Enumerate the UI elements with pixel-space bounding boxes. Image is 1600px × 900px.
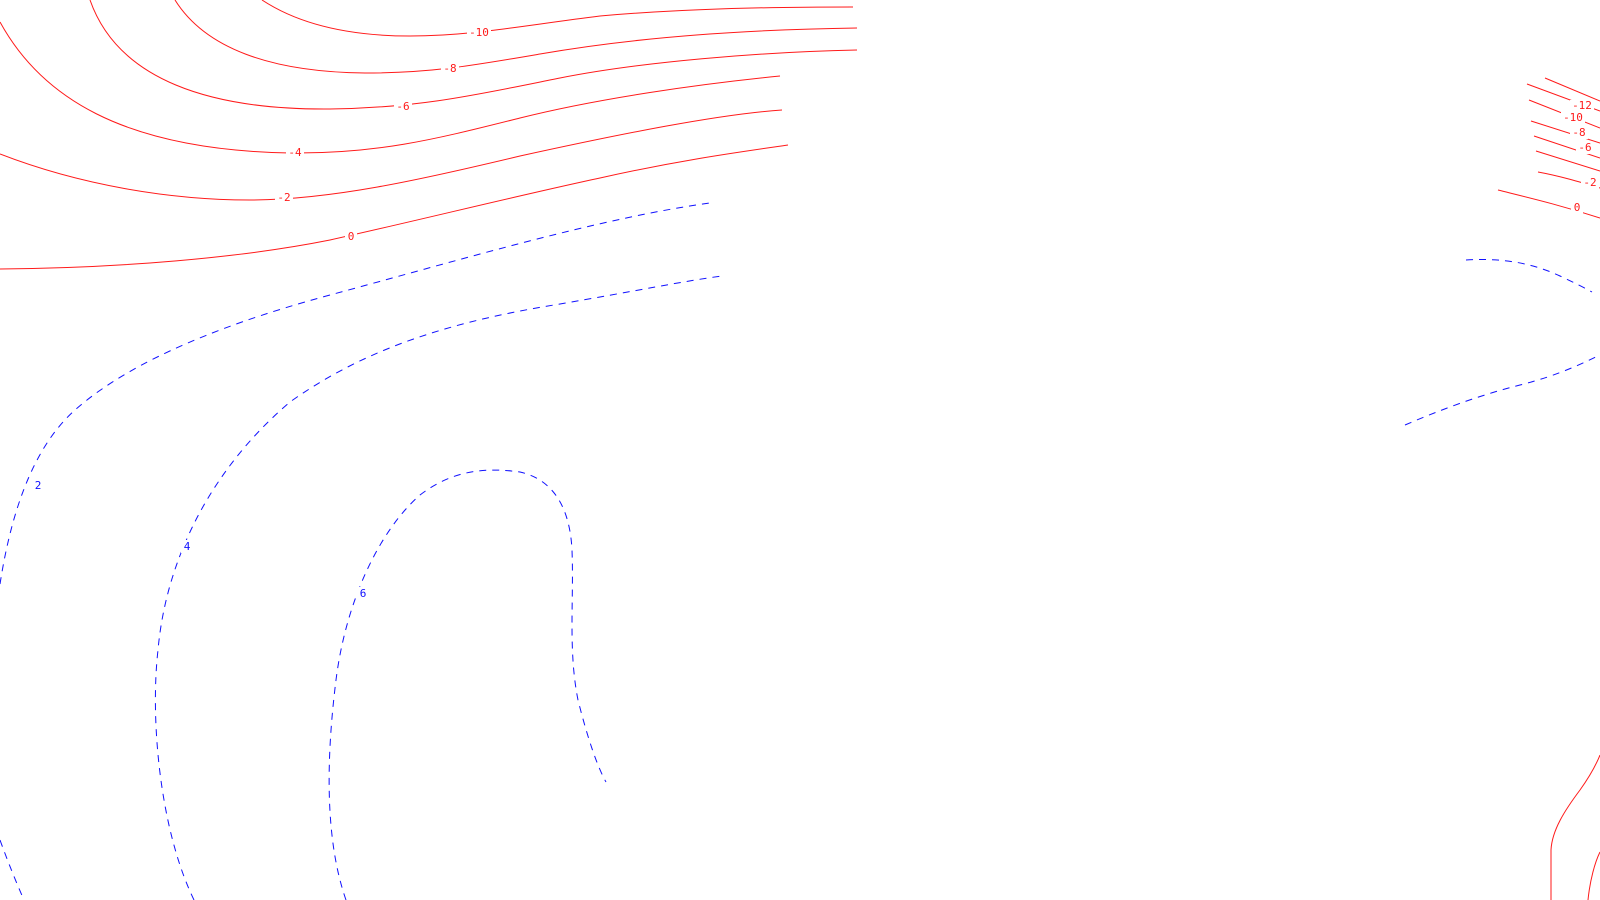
contour-label: 2	[35, 479, 42, 492]
contour-line-m14-right	[1544, 77, 1600, 102]
negative-contours-left	[0, 0, 858, 270]
contour-label: -10	[469, 26, 489, 39]
contour-labels: -10 -8 -6 -4 -2 0 2 4 6 -12 -10 -8 -6 -2…	[32, 26, 1599, 600]
positive-contours-right	[1404, 259, 1600, 426]
contour-label: 6	[360, 587, 367, 600]
contour-line-m6-left	[89, 0, 858, 110]
contour-line-0-left	[0, 144, 789, 270]
contour-line-bottom-right-b	[1587, 851, 1600, 900]
contour-line-m8-right	[1530, 120, 1600, 144]
contour-line-m8-left	[174, 0, 858, 74]
contour-line-m2-left	[0, 109, 783, 201]
contour-label: -6	[396, 100, 409, 113]
contour-label: -2	[1583, 176, 1596, 189]
negative-contours-right	[1497, 77, 1600, 900]
positive-contours-left	[0, 202, 723, 900]
contour-label: -12	[1572, 99, 1592, 112]
contour-label: 0	[1574, 201, 1581, 214]
contour-line-2-right	[1465, 259, 1593, 293]
contour-line-4-right	[1404, 354, 1600, 426]
contour-line-2b-left	[0, 839, 25, 900]
contour-label: -6	[1578, 141, 1591, 154]
contour-label: -2	[277, 191, 290, 204]
contour-label: -8	[1572, 126, 1585, 139]
contour-line-4-left	[154, 275, 723, 900]
contour-line-m10-left	[261, 0, 854, 37]
contour-line-0-right	[1497, 189, 1600, 219]
contour-label: -4	[288, 146, 302, 159]
contour-label: -8	[443, 62, 456, 75]
contour-line-bottom-right	[1550, 754, 1600, 900]
contour-label: -10	[1563, 111, 1583, 124]
contour-line-m4-left	[0, 21, 781, 154]
contour-line-m4-right	[1535, 150, 1600, 172]
contour-label: 4	[184, 540, 191, 553]
contour-line-2-left	[0, 202, 711, 585]
contour-line-6-left	[328, 469, 607, 900]
contour-label: 0	[348, 230, 355, 243]
contour-line-m6-right	[1533, 135, 1600, 159]
